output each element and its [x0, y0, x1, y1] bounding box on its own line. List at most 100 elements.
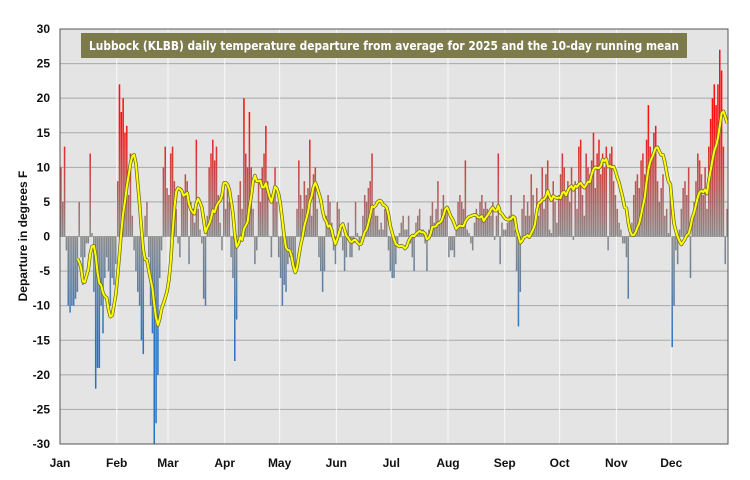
daily-bar: [530, 174, 533, 237]
x-tick-label: Aug: [436, 456, 459, 470]
daily-bar: [389, 236, 392, 272]
daily-bar: [316, 208, 318, 237]
daily-bar: [169, 153, 172, 237]
daily-bar: [204, 236, 207, 306]
daily-bar: [497, 153, 500, 237]
daily-bar: [382, 229, 384, 237]
daily-bar: [715, 105, 717, 237]
daily-bar: [298, 160, 300, 237]
daily-bar: [460, 201, 463, 237]
daily-bar: [698, 160, 701, 237]
daily-bar: [255, 236, 258, 251]
daily-bar: [248, 112, 251, 237]
daily-bar: [224, 208, 227, 237]
daily-bar: [720, 70, 723, 237]
daily-bar: [398, 233, 401, 237]
daily-bar: [503, 229, 505, 237]
daily-bar: [539, 201, 542, 237]
daily-bar: [583, 215, 586, 237]
daily-bar: [197, 208, 199, 237]
daily-bar: [636, 174, 639, 237]
y-tick-label: -10: [33, 299, 51, 313]
y-tick-label: 10: [37, 160, 51, 174]
y-tick-label: 0: [43, 230, 50, 244]
daily-bar: [241, 208, 243, 237]
plot-border: [59, 28, 729, 445]
daily-bar: [138, 236, 141, 306]
daily-bar: [363, 195, 366, 237]
daily-bar: [131, 215, 134, 237]
daily-bar: [415, 222, 417, 237]
daily-bar: [354, 201, 357, 237]
daily-bar: [667, 233, 670, 237]
daily-bar: [180, 188, 183, 237]
daily-bar: [400, 222, 403, 237]
daily-bar: [318, 236, 320, 258]
daily-bar: [133, 236, 135, 251]
daily-bar: [471, 236, 474, 251]
daily-bar: [656, 181, 659, 237]
daily-bar: [60, 167, 62, 237]
daily-bar: [157, 236, 159, 375]
daily-bar: [367, 188, 370, 237]
daily-bar: [63, 146, 66, 237]
daily-bar: [616, 208, 619, 237]
daily-bar: [338, 208, 340, 237]
y-tick-label: 5: [43, 195, 50, 209]
daily-bar: [312, 174, 315, 237]
daily-bar: [191, 208, 194, 237]
daily-bar: [449, 236, 452, 251]
daily-bar: [329, 201, 331, 237]
daily-bar: [590, 160, 593, 237]
daily-bar: [274, 167, 276, 237]
daily-bar: [387, 236, 390, 251]
daily-bar: [592, 132, 595, 237]
daily-bar: [448, 236, 450, 258]
daily-bar: [213, 160, 216, 237]
daily-bar: [596, 153, 598, 237]
daily-bar: [120, 112, 123, 237]
daily-bar: [514, 229, 516, 237]
daily-bar: [113, 236, 115, 285]
daily-bar: [567, 181, 569, 237]
daily-bar: [486, 208, 489, 237]
daily-bar: [594, 188, 597, 237]
daily-bar: [91, 233, 93, 237]
daily-bar: [135, 236, 137, 272]
daily-bar: [67, 236, 70, 306]
daily-bar: [237, 195, 240, 237]
daily-bar: [221, 236, 223, 251]
daily-bar: [477, 215, 479, 237]
daily-bar: [202, 236, 205, 299]
daily-bar: [155, 236, 157, 424]
daily-bar: [100, 236, 102, 306]
daily-bar: [162, 167, 165, 237]
daily-bar: [417, 215, 419, 237]
y-axis-ticks: -30 -25 -20 -15 -10 -5 0 5 10 15 20 25 30: [33, 22, 51, 451]
daily-bar: [144, 215, 146, 237]
x-tick-label: Feb: [106, 456, 127, 470]
daily-bar: [303, 181, 306, 237]
daily-bar: [665, 208, 668, 237]
daily-bar: [71, 236, 73, 306]
daily-bar: [98, 236, 101, 368]
daily-bar: [246, 167, 249, 237]
daily-bars: [60, 49, 728, 444]
daily-bar: [581, 195, 584, 237]
daily-bar: [512, 215, 514, 237]
daily-bar: [374, 215, 377, 237]
daily-bar: [623, 236, 626, 244]
y-tick-label: -30: [33, 437, 51, 451]
daily-bar: [290, 236, 293, 251]
daily-bar: [678, 229, 681, 237]
daily-bar: [146, 201, 148, 237]
daily-bar: [426, 236, 428, 272]
daily-bar: [578, 146, 580, 237]
daily-bar: [627, 236, 630, 299]
daily-bar: [111, 236, 113, 278]
daily-bar: [259, 201, 262, 237]
daily-bar: [127, 195, 130, 237]
daily-bar: [501, 222, 503, 237]
daily-bar: [565, 195, 567, 237]
daily-bar: [378, 229, 381, 237]
